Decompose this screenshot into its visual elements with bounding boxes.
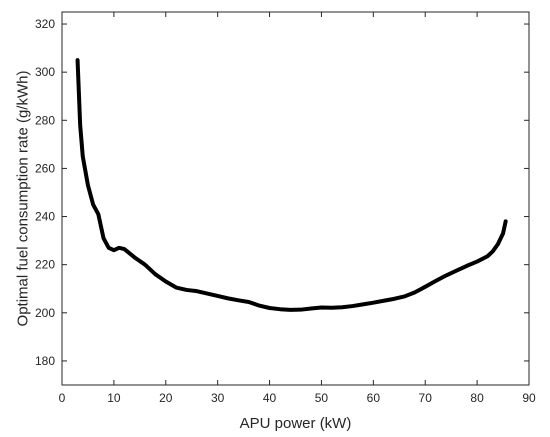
- y-tick-label: 180: [35, 354, 55, 368]
- x-tick-label: 10: [107, 391, 121, 405]
- x-tick-label: 70: [419, 391, 433, 405]
- x-tick-label: 0: [59, 391, 66, 405]
- plot-frame: [61, 11, 530, 386]
- y-tick-label: 200: [35, 306, 55, 320]
- x-tick-label: 40: [263, 391, 277, 405]
- x-tick-label: 90: [522, 391, 536, 405]
- x-tick-label: 30: [211, 391, 225, 405]
- y-tick-label: 320: [35, 17, 55, 31]
- y-tick-label: 220: [35, 258, 55, 272]
- x-tick-label: 80: [470, 391, 484, 405]
- y-axis-label: Optimal fuel consumption rate (g/kWh): [14, 71, 31, 327]
- y-tick-label: 300: [35, 65, 55, 79]
- data-line-series-0: [75, 58, 508, 312]
- y-tick-label: 260: [35, 161, 55, 175]
- x-axis-label: APU power (kW): [240, 415, 352, 432]
- y-tick-label: 280: [35, 113, 55, 127]
- y-tick-label: 240: [35, 210, 55, 224]
- x-tick-label: 20: [159, 391, 173, 405]
- x-tick-label: 60: [367, 391, 381, 405]
- x-tick-label: 50: [315, 391, 329, 405]
